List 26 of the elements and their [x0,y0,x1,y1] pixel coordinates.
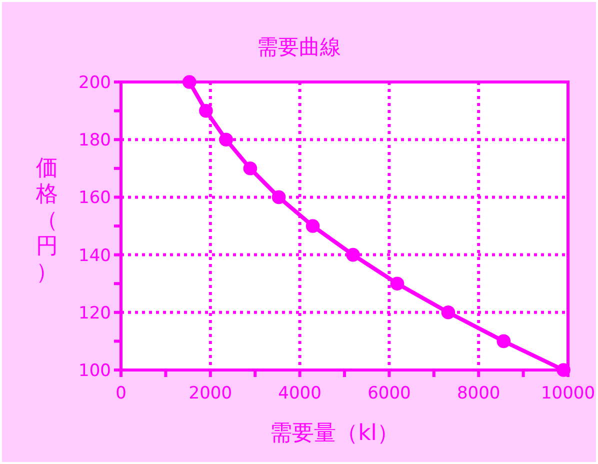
point [243,162,258,176]
x-tick-label: 0 [116,384,126,404]
x-tick-label: 4000 [278,384,322,404]
point [199,104,213,118]
point [306,219,320,233]
x-tick-label: 8000 [456,384,500,404]
point [219,132,233,146]
point [441,306,456,320]
y-tick-label: 100 [78,360,111,381]
y-tick-label: 120 [78,303,111,324]
y-tick-label: 200 [78,72,111,93]
x-tick-label: 2000 [188,384,232,404]
chart-title: 需要曲線 [257,35,341,59]
y-tick-label: 140 [78,246,111,266]
point [496,334,511,348]
point [346,248,360,262]
y-tick-label: 160 [78,188,111,208]
x-tick-label: 6000 [368,384,411,404]
y-tick-label: 180 [78,130,111,151]
x-axis-title: 需要量（kl） [270,421,399,446]
y-axis-title: 価格（円） [35,156,58,285]
point [272,190,286,204]
point [556,363,570,377]
point [182,75,196,89]
point [390,276,404,290]
x-tick-label: 10000 [540,384,596,404]
